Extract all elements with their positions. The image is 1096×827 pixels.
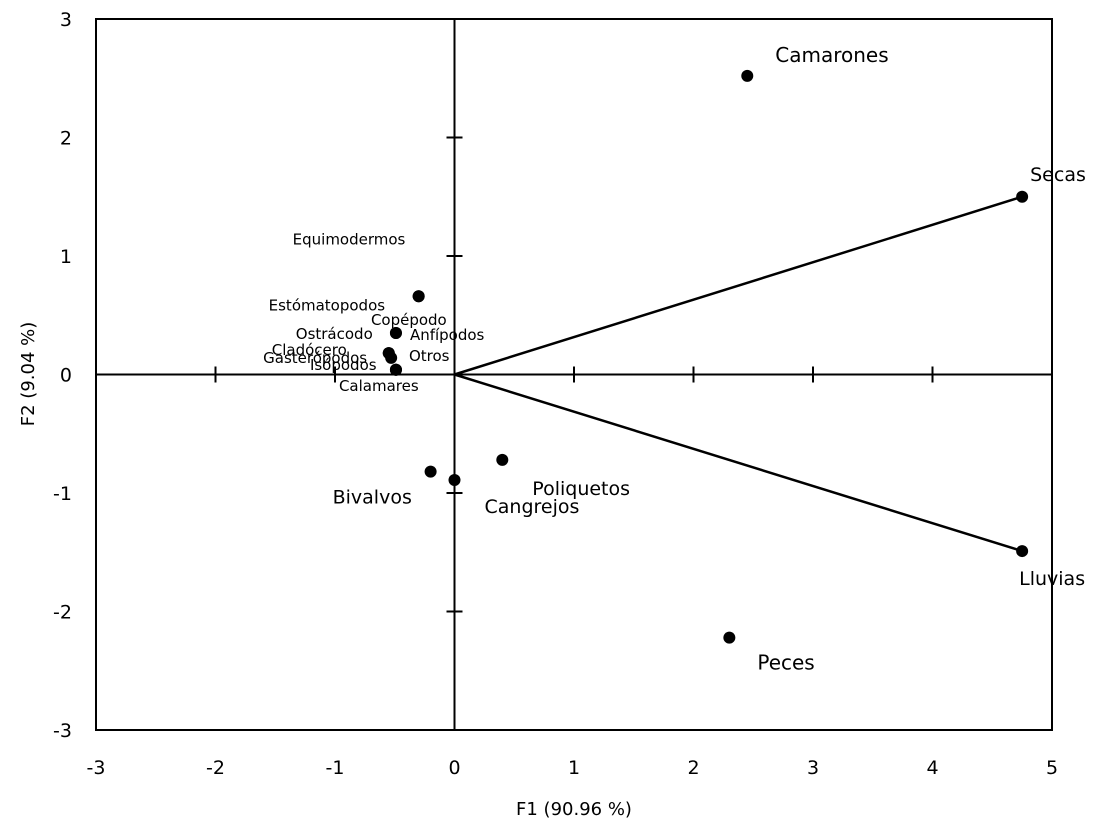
ticks-layer: -3 -2 -1 0 1 2 3 4 5 -3 -2 -1 0 1 2 3 [53, 9, 1058, 779]
data-point [412, 290, 425, 303]
x-tick-label: -2 [206, 757, 225, 779]
point-label: Equimodermos [293, 230, 406, 248]
data-point [385, 351, 398, 364]
points-layer [382, 69, 754, 644]
y-tick-label: -2 [53, 602, 72, 624]
y-tick-label: 0 [60, 365, 72, 387]
point-label: Anfípodos [410, 326, 485, 344]
data-point [389, 327, 402, 340]
labels-layer: CamaronesPecesEquimodermosEstómatopodosC… [263, 43, 1086, 675]
point-label: Isópodos [310, 356, 377, 374]
x-tick-label: 4 [926, 757, 938, 779]
vector-line [454, 195, 1023, 376]
x-axis-title: F1 (90.96 %) [516, 799, 632, 820]
point-label: Bivalvos [333, 487, 412, 509]
point-label: Copépodo [371, 311, 447, 329]
x-tick-label: 0 [448, 757, 460, 779]
data-point [424, 465, 437, 478]
point-label: Estómatopodos [269, 296, 386, 314]
data-point [448, 473, 461, 486]
point-label: Poliquetos [532, 478, 630, 500]
x-tick-label: 5 [1046, 757, 1058, 779]
data-point [389, 363, 402, 376]
vector-endpoint [1016, 190, 1029, 203]
point-label: Secas [1030, 164, 1086, 186]
point-label: Otros [409, 347, 450, 365]
x-tick-label: -3 [87, 757, 106, 779]
vector-line [454, 373, 1023, 553]
point-label: Lluvias [1019, 568, 1085, 590]
point-label: Calamares [339, 377, 419, 395]
data-point [741, 69, 754, 82]
x-tick-label: 3 [807, 757, 819, 779]
x-tick-label: 1 [568, 757, 580, 779]
y-tick-label: 3 [60, 9, 72, 31]
data-point [496, 453, 509, 466]
point-label: Peces [757, 651, 814, 675]
y-tick-label: 1 [60, 246, 72, 268]
y-tick-label: -1 [53, 483, 72, 505]
vectors-layer [454, 190, 1029, 558]
vector-endpoint [1016, 545, 1029, 558]
y-axis-title: F2 (9.04 %) [18, 322, 39, 426]
x-tick-label: -1 [326, 757, 345, 779]
point-label: Gasterópodos [263, 349, 367, 367]
point-label: Ostrácodo [296, 325, 373, 343]
x-tick-label: 2 [687, 757, 699, 779]
y-tick-label: -3 [53, 720, 72, 742]
point-label: Cladócero [272, 341, 347, 359]
y-tick-label: 2 [60, 128, 72, 150]
point-label: Cangrejos [485, 496, 580, 518]
point-label: Camarones [775, 43, 888, 67]
data-point [723, 631, 736, 644]
